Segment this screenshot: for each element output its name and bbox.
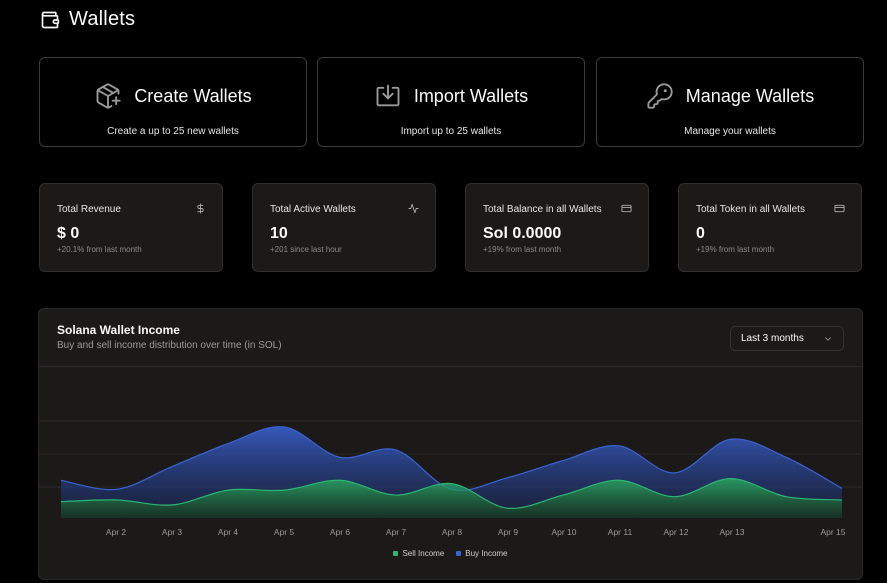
key-icon	[646, 82, 674, 110]
stat-label: Total Revenue	[57, 204, 121, 215]
time-range-value: Last 3 months	[741, 333, 804, 344]
x-tick-label: Apr 15	[820, 527, 845, 537]
chart-subtitle: Buy and sell income distribution over ti…	[57, 340, 282, 351]
income-chart-card: Solana Wallet Income Buy and sell income…	[38, 308, 863, 580]
credit-card-icon	[834, 203, 845, 214]
page-title: Wallets	[69, 8, 136, 30]
x-tick-label: Apr 8	[442, 527, 463, 537]
x-tick-label: Apr 11	[608, 527, 633, 537]
create-wallets-subtitle: Create a up to 25 new wallets	[107, 126, 239, 137]
income-area-chart: Apr 2 Apr 3 Apr 4 Apr 5 Apr 6 Apr 7 Apr 8 Apr 9…	[39, 420, 862, 537]
create-wallets-title: Create Wallets	[134, 85, 252, 106]
stat-card-total-revenue: Total Revenue $ 0 +20.1% from last month	[39, 183, 223, 272]
stat-label: Total Active Wallets	[270, 204, 356, 215]
x-tick-label: Apr 6	[330, 527, 351, 537]
x-tick-label: Apr 13	[719, 527, 744, 537]
manage-wallets-card[interactable]: Manage Wallets Manage your wallets	[596, 57, 864, 147]
credit-card-icon	[621, 203, 632, 214]
legend-swatch-buy	[456, 551, 462, 556]
download-tray-icon	[374, 82, 402, 110]
manage-wallets-title: Manage Wallets	[685, 85, 815, 106]
x-tick-label: Apr 5	[274, 527, 295, 537]
chevron-down-icon	[823, 334, 833, 344]
import-wallets-title: Import Wallets	[413, 85, 529, 106]
stat-note: +201 since last hour	[270, 245, 342, 254]
dollar-icon	[195, 203, 206, 214]
x-tick-label: Apr 12	[663, 527, 688, 537]
x-tick-label: Apr 10	[551, 527, 576, 537]
time-range-select[interactable]: Last 3 months	[730, 326, 844, 351]
series-area-sell-income	[61, 478, 842, 518]
stat-card-total-balance: Total Balance in all Wallets Sol 0.0000 …	[465, 183, 649, 272]
page-header: Wallets	[40, 8, 135, 31]
import-wallets-subtitle: Import up to 25 wallets	[400, 126, 502, 137]
wallet-icon	[40, 10, 60, 30]
chart-legend: Sell Income Buy Income	[39, 549, 862, 558]
stat-value: Sol 0.0000	[483, 225, 562, 242]
stat-label: Total Balance in all Wallets	[483, 204, 602, 215]
legend-swatch-sell	[393, 551, 399, 556]
x-tick-label: Apr 2	[106, 527, 127, 537]
package-plus-icon	[94, 82, 122, 110]
create-wallets-card[interactable]: Create Wallets Create a up to 25 new wal…	[39, 57, 307, 147]
legend-label-sell: Sell Income	[402, 549, 445, 558]
x-tick-label: Apr 9	[498, 527, 519, 537]
x-tick-label: Apr 3	[162, 527, 183, 537]
stat-value: 0	[696, 225, 705, 242]
header-divider	[39, 366, 862, 367]
stat-note: +20.1% from last month	[57, 245, 142, 254]
stat-label: Total Token in all Wallets	[696, 204, 805, 215]
stat-value: $ 0	[57, 225, 80, 242]
series-line-sell-income	[60, 478, 843, 509]
stat-note: +19% from last month	[483, 245, 562, 254]
activity-icon	[408, 203, 419, 214]
stat-card-active-wallets: Total Active Wallets 10 +201 since last …	[252, 183, 436, 272]
stat-card-total-token: Total Token in all Wallets 0 +19% from l…	[678, 183, 862, 272]
x-tick-label: Apr 7	[386, 527, 407, 537]
legend-item-sell: Sell Income	[393, 549, 444, 558]
stat-value: 10	[270, 225, 288, 242]
stat-note: +19% from last month	[696, 245, 775, 254]
legend-item-buy: Buy Income	[456, 549, 508, 558]
manage-wallets-subtitle: Manage your wallets	[684, 126, 776, 137]
series-area-buy-income	[61, 426, 842, 509]
x-tick-label: Apr 4	[218, 527, 239, 537]
legend-label-buy: Buy Income	[465, 549, 508, 558]
chart-title: Solana Wallet Income	[57, 323, 180, 337]
import-wallets-card[interactable]: Import Wallets Import up to 25 wallets	[317, 57, 585, 147]
